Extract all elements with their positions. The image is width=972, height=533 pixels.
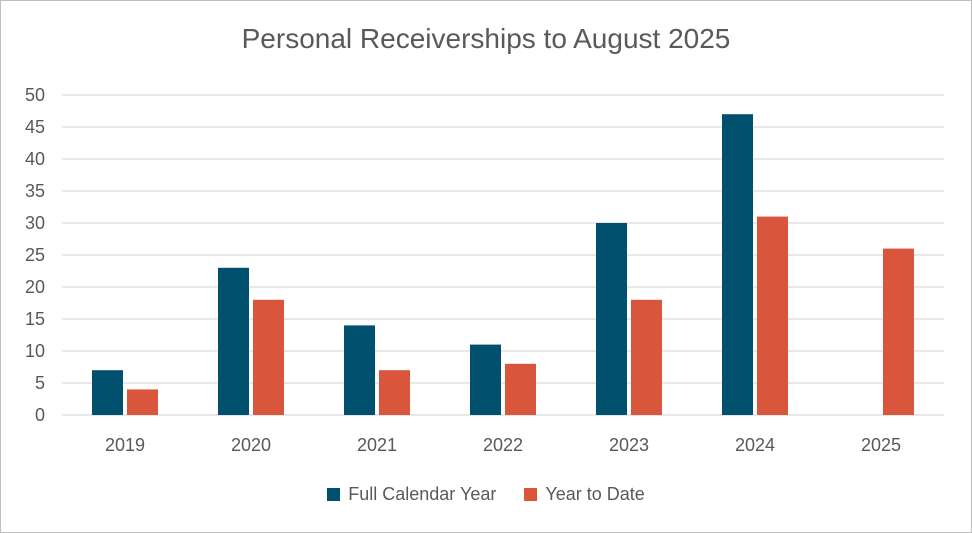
bar-year-to-date-2021 (379, 370, 410, 415)
x-tick-label: 2025 (861, 435, 901, 455)
x-axis-ticks: 2019 2020 2021 2022 2023 2024 2025 (105, 435, 901, 455)
bar-year-to-date-2020 (253, 299, 284, 415)
legend-label-year-to-date: Year to Date (545, 484, 645, 504)
y-tick-label: 25 (25, 245, 45, 265)
x-tick-label: 2023 (609, 435, 649, 455)
legend-swatch-full-calendar-year (327, 488, 341, 501)
y-tick-label: 30 (25, 213, 45, 233)
legend-item-full-calendar-year: Full Calendar Year (327, 484, 496, 505)
bar-full-calendar-year-2019 (92, 370, 123, 415)
bar-full-calendar-year-2021 (344, 325, 375, 415)
legend-item-year-to-date: Year to Date (524, 484, 645, 505)
bar-full-calendar-year-2023 (596, 223, 627, 415)
y-tick-label: 15 (25, 309, 45, 329)
y-tick-label: 20 (25, 277, 45, 297)
bar-year-to-date-2022 (505, 363, 536, 415)
bar-full-calendar-year-2020 (218, 267, 249, 415)
y-tick-label: 10 (25, 341, 45, 361)
x-tick-label: 2022 (483, 435, 523, 455)
y-tick-label: 45 (25, 117, 45, 137)
y-tick-label: 35 (25, 181, 45, 201)
bars (92, 114, 914, 415)
legend: Full Calendar Year Year to Date (1, 484, 971, 505)
y-tick-label: 50 (25, 85, 45, 105)
y-tick-label: 40 (25, 149, 45, 169)
bar-year-to-date-2019 (127, 389, 158, 415)
bar-year-to-date-2024 (757, 216, 788, 415)
chart-title: Personal Receiverships to August 2025 (241, 23, 731, 54)
x-tick-label: 2020 (231, 435, 271, 455)
y-tick-label: 0 (35, 405, 45, 425)
x-tick-label: 2019 (105, 435, 145, 455)
bar-year-to-date-2025 (883, 248, 914, 415)
bar-full-calendar-year-2024 (722, 114, 753, 415)
bar-full-calendar-year-2022 (470, 344, 501, 415)
gridlines (62, 94, 944, 416)
legend-swatch-year-to-date (524, 488, 538, 501)
y-tick-label: 5 (35, 373, 45, 393)
x-tick-label: 2024 (735, 435, 775, 455)
y-axis-ticks: 0 5 10 15 20 25 30 35 40 45 50 (25, 85, 45, 425)
legend-label-full-calendar-year: Full Calendar Year (348, 484, 497, 504)
x-tick-label: 2021 (357, 435, 397, 455)
bar-year-to-date-2023 (631, 299, 662, 415)
